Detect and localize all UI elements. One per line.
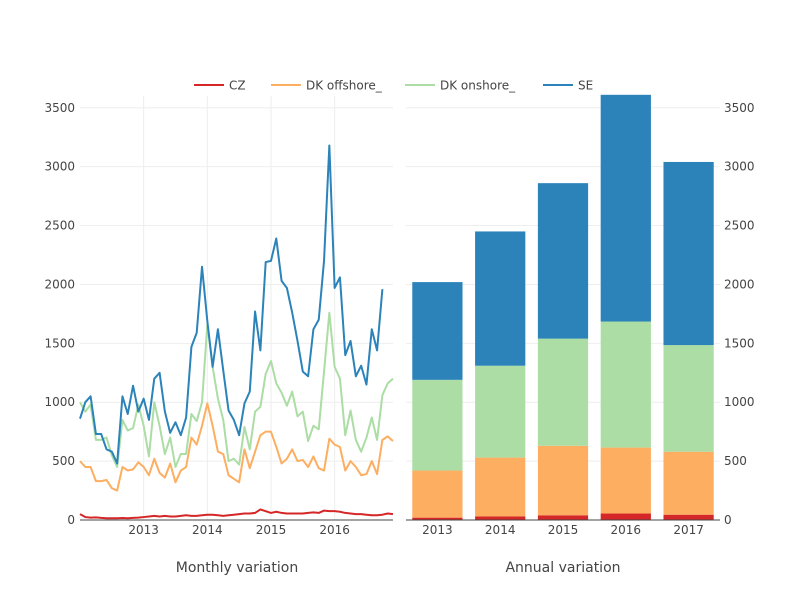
bar-2016-cz (600, 513, 651, 520)
bar-2013-dk-onshore (412, 379, 463, 471)
left-y-tick-label: 2500 (44, 219, 75, 233)
bar-2015-dk-offshore (537, 445, 589, 516)
right-y-tick-label: 3000 (724, 160, 755, 174)
bar-2016-dk-offshore (600, 447, 651, 514)
left-y-tick-label: 1500 (44, 336, 75, 350)
monthly-variation-panel: 0 500 1000 1500 2000 2500 3000 3500 2013 2014 2015… (44, 96, 394, 576)
left-x-tick-label: 2016 (319, 523, 350, 537)
legend-item-dk-onshore[interactable]: DK onshore_ (405, 79, 516, 93)
bar-2013-cz (412, 517, 463, 520)
left-y-tick-label: 0 (67, 513, 75, 527)
left-gridlines (80, 96, 393, 520)
legend-label: CZ (229, 79, 246, 93)
bar-2016-dk-onshore (600, 321, 651, 448)
right-y-tick-label: 3500 (724, 101, 755, 115)
right-y-tick-label: 1500 (724, 336, 755, 350)
left-x-tick-label: 2015 (256, 523, 287, 537)
left-x-tick-label: 2014 (192, 523, 223, 537)
bar-2014-dk-offshore (475, 457, 526, 517)
legend-label: DK onshore_ (440, 79, 516, 93)
series-line-dk-onshore (79, 311, 394, 468)
left-y-tick-label: 3500 (44, 101, 75, 115)
right-axes: 0 500 1000 1500 2000 2500 3000 3500 2013 2014 2015… (406, 101, 755, 537)
right-y-tick-label: 2000 (724, 277, 755, 291)
bar-2014-se (475, 231, 526, 366)
annual-variation-panel: 0 500 1000 1500 2000 2500 3000 3500 2013 2014 2015… (406, 94, 755, 576)
series-line-dk-offshore (79, 402, 394, 492)
right-x-tick-label: 2014 (485, 523, 516, 537)
bar-2013-se (412, 282, 463, 380)
left-series-lines (79, 144, 394, 520)
monthly-variation-title: Monthly variation (176, 560, 298, 576)
bar-2014-dk-onshore (475, 365, 526, 458)
legend-item-dk-offshore[interactable]: DK offshore_ (271, 79, 383, 93)
bar-2014-cz (475, 516, 526, 520)
bar-2015-dk-onshore (537, 338, 589, 446)
right-y-tick-label: 1000 (724, 395, 755, 409)
left-y-tick-label: 2000 (44, 277, 75, 291)
bar-2017-cz (663, 514, 714, 520)
right-y-tick-label: 2500 (724, 219, 755, 233)
left-axes: 0 500 1000 1500 2000 2500 3000 3500 2013 2014 2015… (44, 101, 393, 537)
legend-label: DK offshore_ (306, 79, 383, 93)
bar-2017-dk-offshore (663, 451, 714, 515)
left-y-tick-label: 1000 (44, 395, 75, 409)
bar-2015-se (537, 183, 589, 339)
bar-2013-dk-offshore (412, 470, 463, 518)
bar-2015-cz (537, 515, 589, 520)
legend[interactable]: CZ DK offshore_ DK onshore_ SE (194, 79, 593, 93)
right-y-tick-label: 500 (724, 454, 747, 468)
right-y-tick-label: 0 (724, 513, 732, 527)
legend-item-se[interactable]: SE (543, 79, 593, 93)
annual-variation-title: Annual variation (505, 560, 620, 576)
left-y-tick-label: 500 (52, 454, 75, 468)
right-x-tick-label: 2015 (548, 523, 579, 537)
right-x-tick-label: 2016 (611, 523, 642, 537)
bar-2016-se (600, 94, 651, 322)
right-x-tick-label: 2017 (673, 523, 704, 537)
right-x-tick-label: 2013 (422, 523, 453, 537)
series-line-se (79, 144, 384, 465)
left-y-tick-label: 3000 (44, 160, 75, 174)
legend-label: SE (578, 79, 593, 93)
bar-2017-se (663, 161, 714, 346)
bar-2017-dk-onshore (663, 345, 714, 452)
series-line-cz (79, 508, 394, 520)
left-x-tick-label: 2013 (128, 523, 159, 537)
right-stacked-bars (412, 94, 714, 520)
legend-item-cz[interactable]: CZ (194, 79, 246, 93)
